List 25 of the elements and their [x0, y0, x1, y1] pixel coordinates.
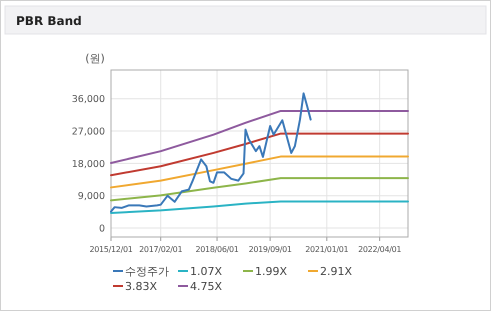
legend-label: 1.99X [255, 265, 288, 278]
y-tick-label: 36,000 [72, 94, 105, 106]
chart-title: PBR Band [16, 14, 82, 28]
line-series [110, 156, 409, 188]
legend-label: 수정주가 [125, 265, 169, 278]
y-axis-title: (원) [85, 52, 105, 65]
line-series [110, 110, 409, 164]
y-tick-label: 0 [98, 224, 105, 235]
y-tick-label: 27,000 [72, 126, 105, 138]
x-tick-label: 2017/02/01 [139, 245, 182, 254]
line-series [110, 200, 409, 214]
line-series [110, 177, 409, 202]
x-tick-label: 2018/06/01 [195, 245, 239, 254]
legend-label: 3.83X [125, 280, 158, 293]
y-tick-label: 9,000 [78, 191, 105, 202]
legend-label: 2.91X [320, 265, 352, 278]
y-tick-label: 18,000 [72, 158, 105, 170]
x-tick-label: 2022/04/01 [358, 245, 402, 254]
line-series [110, 92, 312, 212]
legend-label: 4.75X [190, 280, 222, 293]
line-series [110, 132, 409, 176]
x-tick-label: 2021/01/01 [305, 245, 349, 254]
x-tick-label: 2019/09/01 [248, 245, 292, 254]
x-tick-label: 2015/12/01 [89, 245, 133, 254]
legend-label: 1.07X [190, 265, 222, 278]
